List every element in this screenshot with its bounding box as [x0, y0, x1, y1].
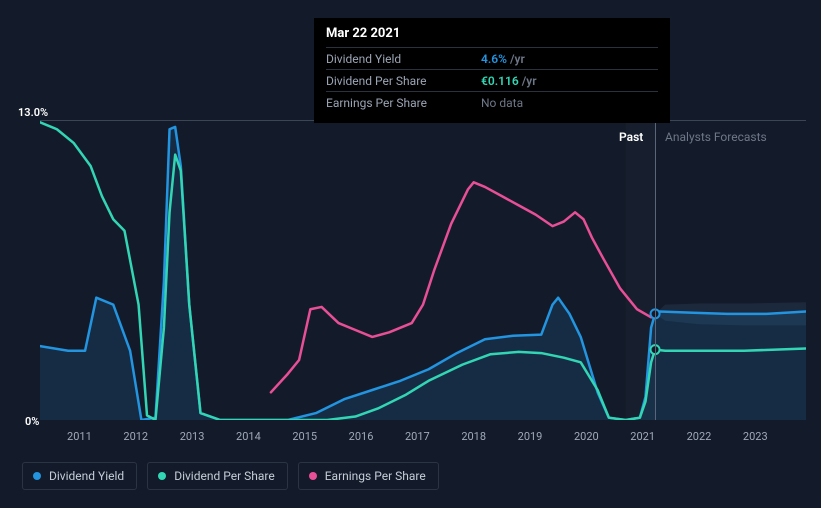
x-tick-label: 2012: [123, 430, 148, 443]
y-axis-max: 13.0%: [18, 106, 48, 119]
tooltip-row: Dividend Per Share€0.116/yr: [326, 69, 658, 91]
legend-label: Earnings Per Share: [325, 469, 426, 483]
legend: Dividend Yield Dividend Per Share Earnings…: [22, 462, 439, 490]
y-axis-min: 0%: [25, 415, 39, 428]
tooltip-date: Mar 22 2021: [326, 26, 658, 47]
legend-label: Dividend Yield: [49, 469, 124, 483]
x-tick-label: 2021: [630, 430, 655, 443]
x-tick-label: 2017: [405, 430, 430, 443]
cursor-line: [655, 120, 656, 420]
chart-svg: [40, 120, 806, 420]
x-tick-label: 2020: [574, 430, 599, 443]
tooltip-value: No data: [481, 96, 523, 110]
tooltip-row: Earnings Per ShareNo data: [326, 91, 658, 113]
legend-item[interactable]: Earnings Per Share: [298, 462, 439, 490]
tooltip-value: 4.6%/yr: [481, 52, 525, 66]
tooltip-label: Dividend Per Share: [326, 74, 481, 88]
legend-label: Dividend Per Share: [174, 469, 275, 483]
x-tick-label: 2015: [292, 430, 317, 443]
legend-dot: [158, 472, 166, 480]
x-tick-label: 2013: [180, 430, 205, 443]
x-tick-label: 2016: [349, 430, 374, 443]
x-tick-label: 2023: [743, 430, 768, 443]
legend-item[interactable]: Dividend Yield: [22, 462, 137, 490]
tooltip-row: Dividend Yield4.6%/yr: [326, 47, 658, 69]
region-label-forecast: Analysts Forecasts: [665, 130, 767, 144]
x-tick-label: 2018: [461, 430, 486, 443]
region-label-past: Past: [619, 130, 643, 144]
x-tick-label: 2014: [236, 430, 261, 443]
x-tick-label: 2011: [67, 430, 92, 443]
tooltip-label: Dividend Yield: [326, 52, 481, 66]
plot-area[interactable]: [40, 120, 806, 420]
x-tick-label: 2022: [687, 430, 712, 443]
legend-dot: [309, 472, 317, 480]
tooltip-label: Earnings Per Share: [326, 96, 481, 110]
tooltip-value: €0.116/yr: [481, 74, 537, 88]
legend-dot: [33, 472, 41, 480]
x-tick-label: 2019: [518, 430, 543, 443]
legend-item[interactable]: Dividend Per Share: [147, 462, 288, 490]
x-axis-labels: 2011 2012 2013 2014 2015 2016 2017 2018 2019 2020…: [40, 430, 806, 444]
tooltip: Mar 22 2021 Dividend Yield4.6%/yrDividen…: [314, 18, 670, 123]
